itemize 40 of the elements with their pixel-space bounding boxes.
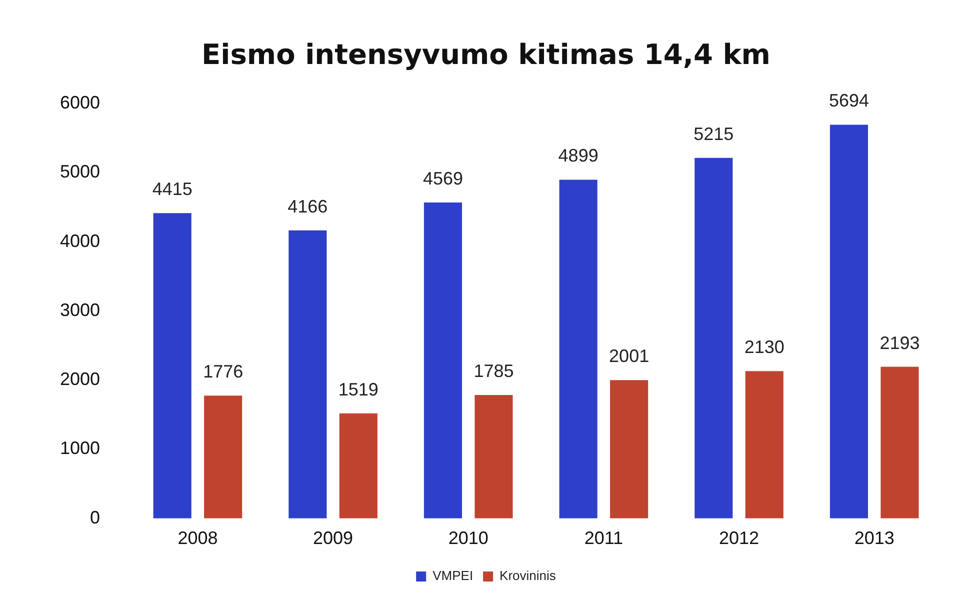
bar (880, 366, 919, 518)
chart-title: Eismo intensyvumo kitimas 14,4 km (202, 38, 770, 72)
x-tick-label: 2009 (313, 528, 354, 548)
legend-label: VMPEI (432, 568, 474, 584)
bar (288, 230, 327, 518)
x-tick-label: 2011 (584, 528, 624, 548)
data-label: 4166 (288, 196, 328, 216)
data-label: 5215 (694, 124, 734, 144)
data-label: 2001 (609, 346, 650, 366)
y-tick-label: 4000 (60, 230, 100, 251)
bar (745, 371, 784, 518)
bar (610, 380, 648, 518)
data-label: 1776 (203, 362, 244, 382)
bar (153, 213, 192, 518)
bar (474, 394, 513, 518)
x-tick-label: 2012 (718, 528, 760, 548)
data-label: 1785 (474, 360, 514, 381)
data-label: 1519 (338, 379, 378, 400)
y-tick-label: 0 (90, 507, 100, 528)
x-tick-label: 2013 (854, 528, 894, 548)
bar (559, 180, 598, 518)
x-tick-label: 2010 (448, 528, 488, 548)
y-tick-label: 2000 (60, 369, 100, 390)
data-label: 4569 (422, 168, 464, 188)
bar (830, 124, 868, 518)
data-label: 2130 (744, 337, 784, 358)
data-label: 4899 (558, 146, 598, 166)
data-label: 5694 (828, 90, 869, 111)
bar (424, 202, 462, 518)
bar (339, 413, 378, 518)
data-label: 4415 (152, 179, 192, 200)
data-label: 2193 (880, 332, 920, 353)
y-tick-label: 6000 (60, 92, 100, 113)
x-tick-label: 2008 (178, 528, 218, 548)
legend-label: Krovininis (500, 568, 556, 584)
y-tick-label: 5000 (60, 162, 100, 182)
y-tick-label: 3000 (60, 300, 100, 320)
y-tick-label: 1000 (60, 438, 100, 458)
bar (694, 158, 733, 518)
bar (204, 396, 242, 518)
